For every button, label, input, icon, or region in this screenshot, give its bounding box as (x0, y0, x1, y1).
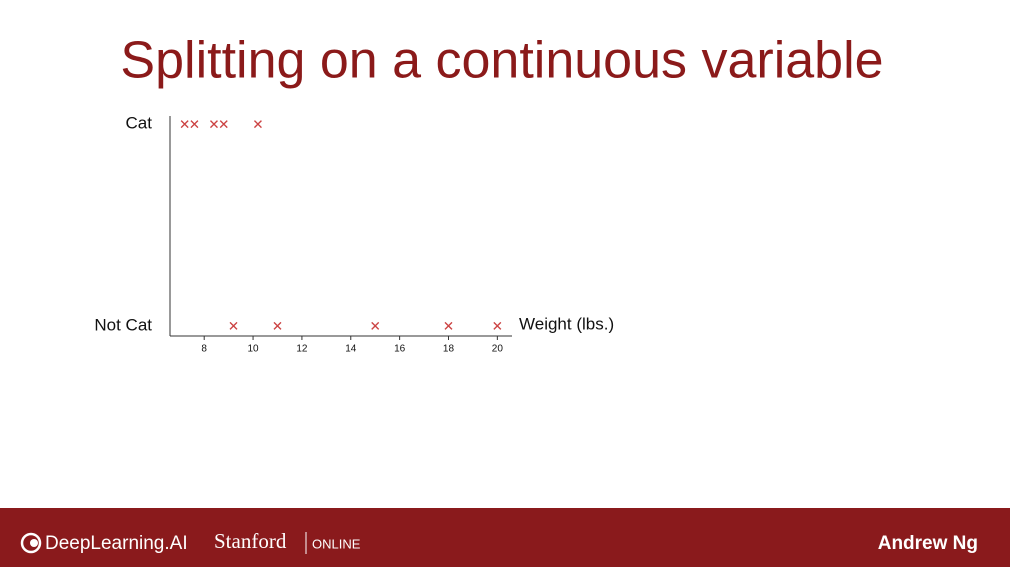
footer-band (0, 508, 1010, 567)
brand-name: DeepLearning.AI (45, 533, 188, 554)
x-tick-label: 16 (394, 344, 406, 355)
data-point (371, 321, 380, 330)
x-axis-label: Weight (lbs.) (519, 314, 614, 333)
data-point (180, 120, 189, 129)
x-tick-label: 20 (492, 344, 504, 355)
presenter-name: Andrew Ng (878, 533, 978, 554)
slide-title: Splitting on a continuous variable (120, 32, 883, 90)
brand-logo-dot (30, 539, 38, 547)
x-tick-label: 18 (443, 344, 455, 355)
data-point (444, 321, 453, 330)
x-tick-label: 8 (201, 344, 207, 355)
y-tick-label: Cat (126, 114, 153, 133)
data-point (273, 321, 282, 330)
data-point (493, 321, 502, 330)
university-name: Stanford (214, 529, 287, 553)
y-tick-label: Not Cat (94, 315, 152, 334)
data-point (219, 120, 228, 129)
x-tick-label: 12 (296, 344, 308, 355)
university-tag: ONLINE (312, 536, 361, 551)
brand-logo (20, 532, 42, 554)
data-point (229, 321, 238, 330)
data-point (253, 120, 262, 129)
data-point (209, 120, 218, 129)
x-tick-label: 14 (345, 344, 357, 355)
data-point (190, 120, 199, 129)
x-tick-label: 10 (247, 344, 259, 355)
